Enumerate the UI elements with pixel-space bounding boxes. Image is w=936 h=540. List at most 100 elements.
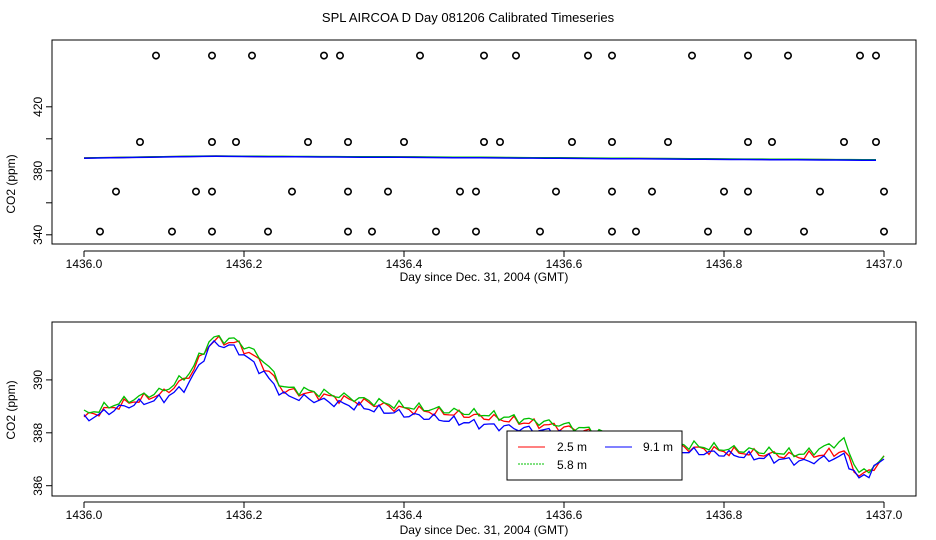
top-x-label: Day since Dec. 31, 2004 (GMT) [400,270,569,284]
top-x-axis: 1436.0 1436.2 1436.4 1436.6 1436.8 1437.0 [66,250,903,271]
calibration-point [136,138,145,147]
calibration-point [479,138,488,147]
bottom-y-tick-label: 390 [31,370,45,390]
calibration-point [815,187,824,196]
calibration-point [647,187,656,196]
legend-box [506,430,683,481]
calibration-point [607,187,616,196]
calibration-point [799,227,808,236]
calibration-point [208,187,217,196]
calibration-point [743,138,752,147]
calibration-point [663,138,672,147]
bottom-y-tick-label: 388 [31,422,45,442]
calibration-point [719,187,728,196]
calibration-point [839,138,848,147]
calibration-point [192,187,201,196]
top-calibration-points [96,51,888,236]
calibration-point [152,51,161,60]
calibration-point [471,227,480,236]
calibration-point [535,227,544,236]
calibration-point [479,51,488,60]
legend-label-2-5m: 2.5 m [557,440,587,454]
bottom-y-tick-label: 386 [31,475,45,495]
top-x-tick-label: 1436.2 [226,257,263,271]
bottom-panel-frame [51,321,917,497]
calibration-point [511,51,520,60]
top-series-lines [83,155,877,161]
calibration-point [879,227,888,236]
calibration-point [303,138,312,147]
calibration-point [112,187,121,196]
top-x-tick-label: 1436.0 [66,257,103,271]
bottom-series-line-5-8-m [83,334,885,474]
calibration-point [703,227,712,236]
top-y-tick-label: 420 [31,96,45,116]
bottom-y-label: CO2 (ppm) [4,380,18,439]
legend: 2.5 m 5.8 m 9.1 m [506,430,683,481]
bottom-series-lines [83,334,885,479]
calibration-point [343,138,352,147]
calibration-point [343,227,352,236]
bottom-series-line-2-5-m [83,335,885,478]
calibration-point [879,187,888,196]
bottom-y-axis: 386 388 390 [31,370,53,496]
top-x-tick-label: 1436.4 [386,257,423,271]
calibration-point [319,51,328,60]
top-series-line-9-1-m [83,155,876,161]
calibration-point [607,227,616,236]
calibration-point [607,51,616,60]
bottom-x-tick-label: 1436.0 [66,508,103,522]
calibration-point [607,138,616,147]
calibration-point [871,138,880,147]
calibration-point [168,227,177,236]
top-y-label: CO2 (ppm) [4,154,18,213]
calibration-point [415,51,424,60]
calibration-point [367,227,376,236]
bottom-x-label: Day since Dec. 31, 2004 (GMT) [400,523,569,537]
calibration-point [871,51,880,60]
calibration-point [471,187,480,196]
bottom-x-tick-label: 1436.8 [706,508,743,522]
calibration-point [583,51,592,60]
calibration-point [343,187,352,196]
calibration-point [399,138,408,147]
top-y-tick-label: 380 [31,160,45,180]
calibration-point [208,227,217,236]
top-x-tick-label: 1437.0 [866,257,903,271]
bottom-x-tick-label: 1436.4 [386,508,423,522]
top-panel-frame [51,39,917,245]
calibration-point [248,51,257,60]
calibration-point [455,187,464,196]
chart-title: SPL AIRCOA D Day 081206 Calibrated Times… [322,10,615,25]
top-x-tick-label: 1436.6 [546,257,583,271]
calibration-point [551,187,560,196]
top-y-axis: 340 380 420 [31,96,53,245]
top-x-tick-label: 1436.8 [706,257,743,271]
bottom-series-line-9-1-m [83,339,885,479]
bottom-x-axis: 1436.0 1436.2 1436.4 1436.6 1436.8 1437.0 [66,501,903,522]
bottom-x-tick-label: 1436.6 [546,508,583,522]
bottom-x-tick-label: 1437.0 [866,508,903,522]
calibration-point [96,227,105,236]
bottom-panel: 386 388 390 1436.0 1436.2 1436.4 1436.6 1436.8… [4,321,917,537]
calibration-point [287,187,296,196]
calibration-point [383,187,392,196]
calibration-point [232,138,241,147]
calibration-point [208,138,217,147]
calibration-point [743,51,752,60]
calibration-point [783,51,792,60]
calibration-point [631,227,640,236]
legend-label-9-1m: 9.1 m [643,440,673,454]
calibration-point [431,227,440,236]
legend-label-5-8m: 5.8 m [557,458,587,472]
calibration-point [263,227,272,236]
calibration-point [208,51,217,60]
calibration-point [335,51,344,60]
top-panel: 340 380 420 1436.0 1436.2 1436.4 1436.6 1436.8… [4,39,917,284]
calibration-point [495,138,504,147]
calibration-point [767,138,776,147]
bottom-x-tick-label: 1436.2 [226,508,263,522]
calibration-point [855,51,864,60]
calibration-point [743,187,752,196]
